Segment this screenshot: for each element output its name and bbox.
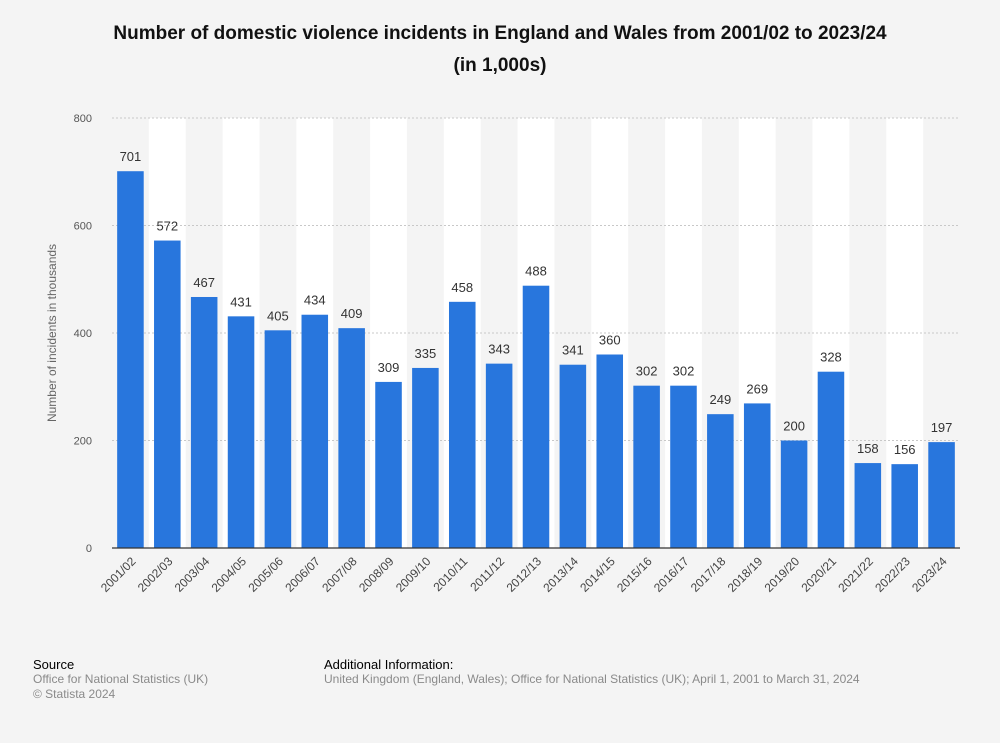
value-label: 269 (746, 381, 768, 396)
value-label: 467 (193, 275, 215, 290)
bar[interactable] (596, 354, 624, 549)
bar[interactable] (817, 371, 845, 548)
bar-chart: 0 200 400 600 800 701 572 467 431 405 434 409 309 33… (45, 113, 960, 595)
value-label: 343 (488, 342, 510, 357)
value-label: 701 (120, 149, 142, 164)
bar[interactable] (227, 316, 255, 548)
x-tick-label: 2023/24 (909, 554, 950, 595)
source-heading: Source (33, 657, 75, 672)
x-tick-label: 2017/18 (688, 554, 729, 595)
chart-title: Number of domestic violence incidents in… (113, 23, 887, 44)
x-tick-label: 2022/23 (872, 554, 913, 595)
bar[interactable] (448, 301, 476, 548)
x-tick-label: 2007/08 (319, 554, 360, 595)
x-tick-label: 2010/11 (430, 554, 470, 594)
value-label: 309 (378, 360, 400, 375)
bar[interactable] (522, 285, 550, 548)
additional-info-heading: Additional Information: (324, 657, 454, 672)
bars (117, 171, 955, 549)
x-tick-label: 2021/22 (835, 554, 876, 595)
x-tick-label: 2018/19 (725, 554, 766, 595)
value-labels: 701 572 467 431 405 434 409 309 335 458 343 488 341 3… (120, 149, 953, 457)
value-label: 488 (525, 264, 547, 279)
source-block: Source Office for National Statistics (U… (33, 657, 208, 702)
value-label: 302 (636, 364, 658, 379)
x-tick-label: 2009/10 (393, 554, 434, 595)
y-tick-label: 800 (74, 113, 92, 125)
bar[interactable] (559, 364, 587, 548)
x-tick-label: 2014/15 (577, 554, 618, 595)
bar[interactable] (117, 171, 144, 548)
x-tick-label: 2003/04 (172, 554, 213, 595)
value-label: 197 (931, 420, 953, 435)
y-tick-label: 200 (74, 436, 92, 448)
bar[interactable] (412, 367, 439, 548)
bar[interactable] (780, 440, 808, 549)
y-tick-labels: 0 200 400 600 800 (74, 113, 92, 555)
x-tick-label: 2005/06 (245, 554, 286, 595)
chart-title-block: Number of domestic violence incidents in… (40, 18, 960, 82)
bar[interactable] (854, 463, 882, 548)
x-tick-label: 2013/14 (540, 554, 581, 595)
bar[interactable] (338, 328, 365, 548)
bar[interactable] (264, 330, 292, 548)
bar[interactable] (928, 442, 955, 548)
y-tick-label: 600 (74, 221, 92, 233)
value-label: 405 (267, 308, 289, 323)
x-tick-label: 2004/05 (209, 554, 250, 595)
bar[interactable] (707, 414, 734, 548)
bar[interactable] (190, 296, 218, 548)
value-label: 458 (451, 280, 473, 295)
additional-info-block: Additional Information: United Kingdom (… (324, 657, 860, 687)
bar[interactable] (633, 385, 660, 548)
bar[interactable] (485, 363, 513, 548)
bar[interactable] (154, 240, 181, 549)
value-label: 434 (304, 293, 326, 308)
x-tick-label: 2001/02 (98, 554, 139, 595)
x-tick-label: 2012/13 (504, 554, 545, 595)
y-tick-label: 0 (86, 543, 92, 555)
x-tick-label: 2020/21 (798, 554, 839, 595)
chart-subtitle: (in 1,000s) (453, 55, 547, 76)
value-label: 328 (820, 350, 842, 365)
source-line-2: © Statista 2024 (33, 687, 116, 701)
x-tick-label: 2006/07 (282, 554, 323, 595)
x-tick-label: 2019/20 (762, 554, 803, 595)
value-label: 302 (673, 364, 695, 379)
bar[interactable] (301, 314, 329, 548)
y-axis-label: Number of incidents in thousands (45, 244, 59, 422)
x-tick-label: 2008/09 (356, 554, 397, 595)
x-tick-label: 2015/16 (614, 554, 655, 595)
bar[interactable] (891, 464, 918, 548)
value-label: 409 (341, 306, 363, 321)
x-tick-label: 2016/17 (651, 554, 692, 595)
value-label: 249 (709, 392, 731, 407)
bar[interactable] (743, 403, 771, 548)
value-label: 335 (415, 346, 437, 361)
x-tick-label: 2002/03 (135, 554, 176, 595)
value-label: 158 (857, 441, 879, 456)
additional-info-text: United Kingdom (England, Wales); Office … (324, 672, 860, 686)
source-line-1: Office for National Statistics (UK) (33, 672, 209, 686)
x-tick-label: 2011/12 (467, 554, 507, 594)
value-label: 156 (894, 442, 916, 457)
bar[interactable] (670, 385, 697, 548)
value-label: 572 (156, 219, 178, 234)
value-label: 200 (783, 419, 805, 434)
y-tick-label: 400 (74, 328, 92, 340)
x-tick-labels: 2001/022002/032003/042004/052005/062006/… (98, 554, 950, 595)
value-label: 431 (230, 294, 252, 309)
value-label: 360 (599, 333, 621, 348)
value-label: 341 (562, 343, 584, 358)
bar[interactable] (375, 381, 402, 548)
